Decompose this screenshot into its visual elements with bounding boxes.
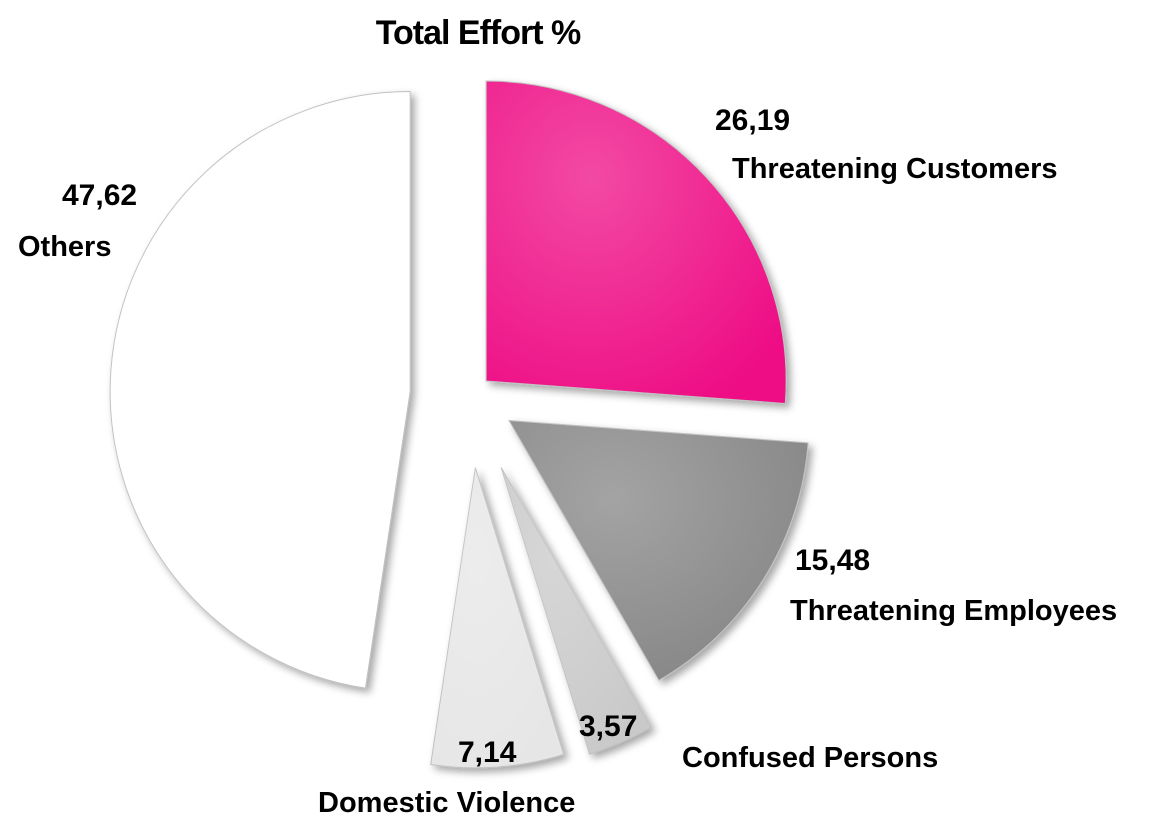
value-label-domestic-violence: 7,14 [458, 736, 517, 769]
pie-slice-gloss-domestic-violence [430, 467, 564, 768]
value-label-threatening-customers: 26,19 [715, 104, 790, 137]
chart-title: Total Effort % [376, 14, 581, 52]
value-label-threatening-employees: 15,48 [795, 544, 870, 577]
pie-slice-gloss-others [110, 91, 411, 689]
slice-label-confused-persons: Confused Persons [682, 742, 938, 774]
value-label-others: 47,62 [62, 179, 137, 212]
slice-label-others: Others [18, 231, 111, 263]
value-label-confused-persons: 3,57 [579, 710, 637, 743]
slice-label-threatening-customers: Threatening Customers [732, 153, 1058, 185]
pie-slice-gloss-threatening-employees [508, 420, 809, 681]
pie-slices [109, 80, 809, 769]
slice-label-threatening-employees: Threatening Employees [790, 595, 1117, 627]
pie-slice-gloss-threatening-customers [486, 81, 787, 404]
pie-slice-gloss-confused-persons [501, 467, 652, 755]
slice-label-domestic-violence: Domestic Violence [318, 787, 575, 819]
